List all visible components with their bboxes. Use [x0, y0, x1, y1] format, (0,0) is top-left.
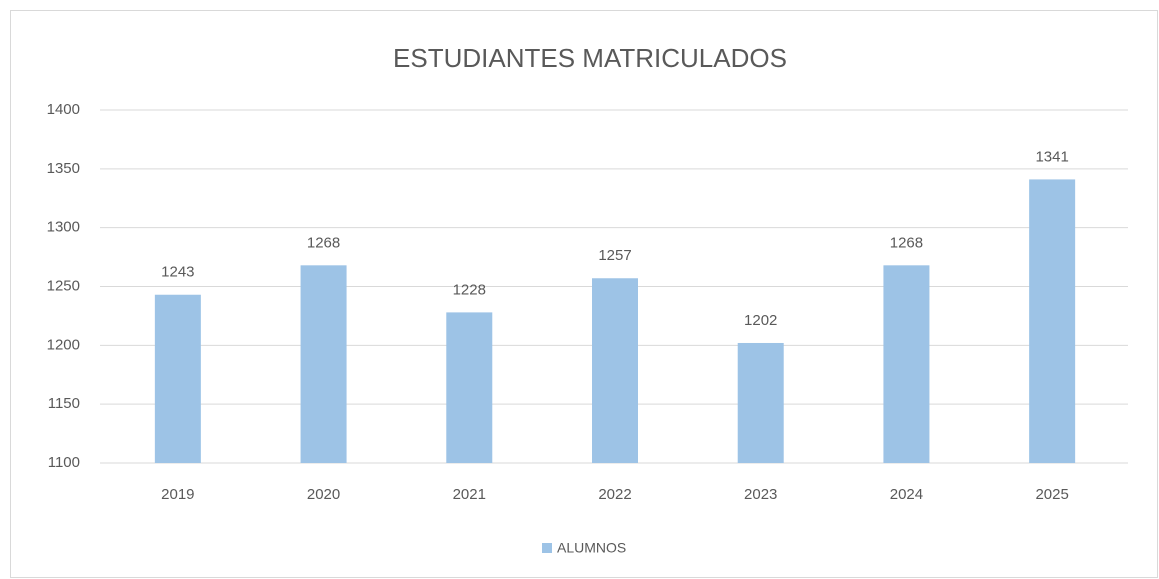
y-tick-label: 1250	[47, 277, 80, 294]
bar	[737, 342, 784, 463]
y-tick-label: 1350	[47, 160, 80, 177]
data-label: 1202	[744, 312, 777, 329]
x-tick-label: 2025	[1035, 486, 1068, 503]
x-tick-label: 2023	[744, 486, 777, 503]
data-label: 1257	[598, 247, 631, 264]
y-tick-label: 1300	[47, 219, 80, 236]
legend-label: ALUMNOS	[557, 540, 626, 556]
data-label: 1228	[453, 281, 486, 298]
legend-swatch	[542, 543, 552, 553]
y-tick-label: 1200	[47, 336, 80, 353]
x-tick-label: 2022	[598, 486, 631, 503]
bar	[154, 294, 201, 463]
bar	[883, 265, 930, 463]
x-tick-label: 2020	[307, 486, 340, 503]
bar	[592, 278, 638, 463]
bar	[1029, 179, 1076, 463]
y-tick-label: 1400	[47, 101, 80, 118]
data-label: 1268	[890, 234, 923, 251]
chart-title: ESTUDIANTES MATRICULADOS	[393, 43, 787, 73]
x-tick-label: 2024	[890, 486, 923, 503]
y-tick-label: 1100	[48, 454, 80, 471]
data-label: 1268	[307, 234, 340, 251]
bar	[446, 312, 493, 463]
bar	[300, 265, 347, 463]
x-tick-label: 2019	[161, 486, 194, 503]
y-tick-label: 1150	[48, 395, 80, 412]
x-tick-label: 2021	[453, 486, 486, 503]
data-label: 1243	[161, 264, 194, 281]
data-label: 1341	[1035, 148, 1068, 165]
chart-frame	[10, 10, 1158, 578]
